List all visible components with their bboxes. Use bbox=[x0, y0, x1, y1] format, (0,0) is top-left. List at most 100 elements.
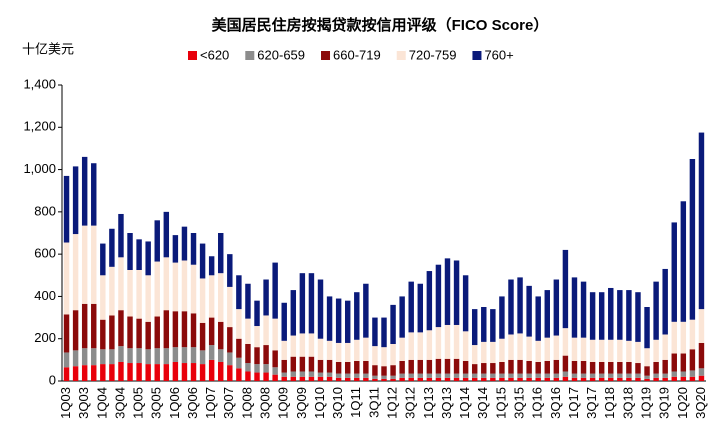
bar-segment bbox=[72, 350, 79, 367]
y-tick-label: 200 bbox=[34, 330, 56, 345]
bar-segment bbox=[190, 233, 197, 265]
bar-segment bbox=[653, 281, 659, 340]
bar-segment bbox=[671, 376, 677, 381]
bar-segment bbox=[236, 357, 242, 369]
bar-segment bbox=[91, 303, 97, 349]
bar-segment bbox=[417, 373, 424, 378]
bar-segment bbox=[109, 266, 115, 316]
bar-segment bbox=[662, 268, 668, 335]
bar-segment bbox=[145, 321, 151, 350]
bar-segment bbox=[317, 279, 324, 339]
bar-segment bbox=[499, 361, 505, 374]
legend: <620 620-659 660-719 720-759 760+ bbox=[188, 47, 514, 62]
bar-segment bbox=[490, 363, 496, 374]
bar-segment bbox=[317, 338, 324, 360]
bar-segment bbox=[635, 341, 641, 364]
bar-segment bbox=[372, 317, 378, 347]
bar-segment bbox=[335, 377, 342, 381]
bar-segment bbox=[181, 363, 188, 381]
bar-segment bbox=[508, 377, 514, 381]
bar-segment bbox=[308, 371, 315, 377]
bar-segment bbox=[227, 327, 233, 353]
bar-segment bbox=[208, 317, 215, 346]
bar-segment bbox=[626, 290, 632, 341]
legend-swatch bbox=[245, 51, 255, 60]
bar-segment bbox=[562, 371, 569, 377]
x-tick-label: 3Q14 bbox=[475, 387, 490, 419]
bar-segment bbox=[154, 261, 160, 317]
bar-segment bbox=[381, 347, 387, 367]
bar-segment bbox=[598, 373, 605, 378]
bar-segment bbox=[698, 309, 705, 343]
bar-segment bbox=[598, 339, 605, 362]
bar-segment bbox=[91, 348, 97, 366]
bar-segment bbox=[471, 377, 478, 381]
bar-segment bbox=[344, 361, 351, 374]
y-tick-label: 1,000 bbox=[23, 161, 56, 176]
bar-segment bbox=[317, 376, 324, 381]
bar-segment bbox=[408, 359, 414, 374]
bar-segment bbox=[308, 333, 315, 357]
bar-segment bbox=[662, 373, 668, 378]
x-tick-label: 3Q08 bbox=[258, 387, 273, 419]
bar-segment bbox=[381, 375, 387, 379]
bar-segment bbox=[181, 311, 188, 348]
bar-segment bbox=[272, 318, 278, 351]
y-tick-label: 400 bbox=[34, 288, 56, 303]
bar-segment bbox=[218, 361, 224, 381]
bar-segment bbox=[363, 337, 369, 361]
bar-segment bbox=[490, 341, 496, 364]
bar-segment bbox=[635, 377, 641, 381]
x-tick-label: 1Q18 bbox=[602, 387, 617, 419]
bar-segment bbox=[644, 378, 650, 381]
bar-segment bbox=[163, 348, 170, 365]
bar-segment bbox=[698, 368, 705, 376]
bar-segment bbox=[263, 279, 269, 316]
bar-segment bbox=[354, 292, 360, 340]
bar-segment bbox=[354, 377, 360, 381]
y-tick-label: 1,400 bbox=[23, 76, 56, 91]
bar-segment bbox=[163, 257, 170, 311]
x-tick-label: 3Q09 bbox=[294, 387, 309, 419]
bar-segment bbox=[208, 359, 215, 381]
bar-segment bbox=[626, 373, 632, 378]
bar-segment bbox=[399, 360, 405, 374]
bar-segment bbox=[218, 349, 224, 362]
x-tick-label: 3Q11 bbox=[366, 387, 381, 418]
x-tick-label: 3Q10 bbox=[330, 387, 345, 419]
bar-segment bbox=[127, 363, 133, 381]
bar-segment bbox=[363, 373, 369, 378]
bar-segment bbox=[372, 346, 378, 366]
x-tick-label: 3Q19 bbox=[657, 387, 672, 419]
bar-segment bbox=[100, 243, 106, 276]
bar-segment bbox=[508, 359, 514, 374]
bar-segment bbox=[72, 234, 79, 311]
bar-segment bbox=[680, 201, 687, 322]
x-tick-label: 1Q06 bbox=[167, 387, 182, 419]
y-axis-label: 十亿美元 bbox=[22, 41, 74, 56]
bar-segment bbox=[290, 290, 297, 336]
bar-segment bbox=[535, 361, 541, 374]
bar-segment bbox=[181, 260, 188, 312]
bar-segment bbox=[154, 220, 160, 262]
bar-segment bbox=[136, 363, 142, 381]
bar-segment bbox=[453, 260, 460, 325]
bar-segment bbox=[517, 333, 523, 360]
bar-segment bbox=[109, 315, 115, 350]
bar-segment bbox=[236, 309, 242, 339]
bar-segment bbox=[145, 364, 151, 381]
bar-segment bbox=[208, 345, 215, 360]
bar-segment bbox=[263, 364, 269, 373]
bar-segment bbox=[417, 377, 424, 381]
bar-segment bbox=[444, 324, 451, 359]
bar-segment bbox=[644, 366, 650, 376]
bar-segment bbox=[417, 283, 424, 333]
bar-segment bbox=[635, 292, 641, 342]
bar-segment bbox=[544, 377, 550, 381]
bar-segment bbox=[118, 213, 124, 258]
bar-segment bbox=[281, 359, 287, 373]
bar-segment bbox=[299, 273, 306, 334]
bar-segment bbox=[562, 328, 569, 356]
bar-segment bbox=[190, 363, 197, 381]
bar-segment bbox=[308, 356, 315, 372]
